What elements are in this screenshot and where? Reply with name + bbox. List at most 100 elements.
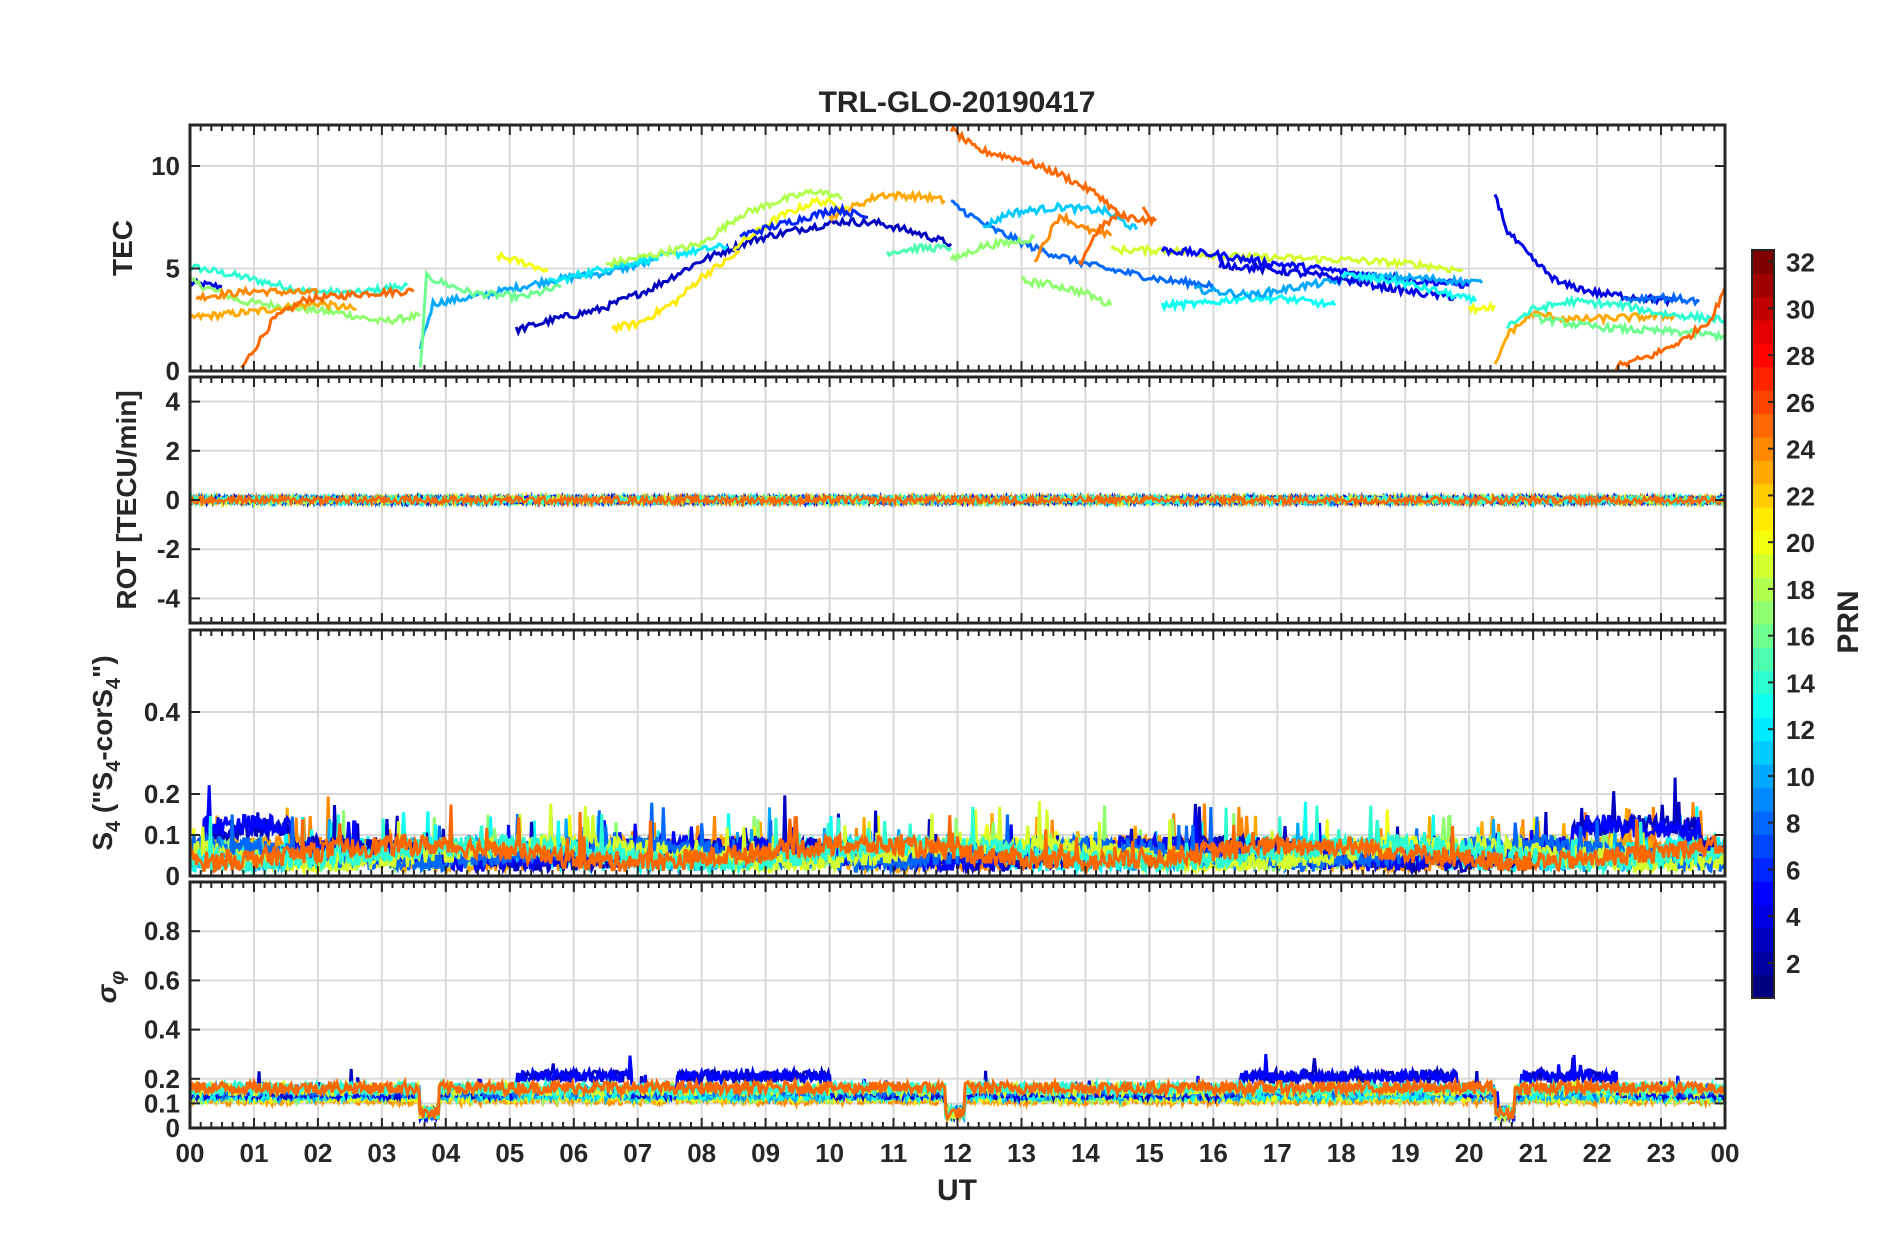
colorbar-tick-label: 20 bbox=[1786, 528, 1815, 558]
tec-series-prn-23 bbox=[1493, 310, 1676, 365]
chart-title: TRL-GLO-20190417 bbox=[819, 86, 1096, 119]
colorbar-tick-label: 22 bbox=[1786, 481, 1815, 511]
y-tick-label: -4 bbox=[157, 583, 181, 613]
y-tick-label: 0.1 bbox=[144, 1088, 180, 1118]
colorbar-tick-label: 6 bbox=[1786, 855, 1800, 885]
colorbar-tick-label: 8 bbox=[1786, 809, 1800, 839]
colorbar-segment bbox=[1752, 764, 1774, 789]
colorbar-tick-label: 30 bbox=[1786, 294, 1815, 324]
y-tick-label: 0.8 bbox=[144, 916, 180, 946]
tec-series-prn-16 bbox=[1532, 313, 1725, 343]
colorbar-segment bbox=[1752, 717, 1774, 742]
colorbar-tick-label: 12 bbox=[1786, 715, 1815, 745]
tec-series-prn-18 bbox=[605, 187, 844, 270]
s4-series-prn-14 bbox=[190, 805, 1725, 876]
colorbar-segment bbox=[1752, 296, 1774, 321]
s4-series-prn-25 bbox=[190, 804, 1725, 875]
panel-s4: 0 0.1 0.2 0.4 S4 ("S4-corS4") bbox=[87, 628, 1727, 891]
data-tec bbox=[190, 125, 1725, 371]
colorbar-segment bbox=[1752, 390, 1774, 415]
x-tick-label: 01 bbox=[239, 1138, 268, 1168]
x-tick-label: 18 bbox=[1327, 1138, 1356, 1168]
colorbar-frame bbox=[1751, 249, 1775, 999]
x-tick-label: 00 bbox=[176, 1138, 205, 1168]
x-ticks bbox=[189, 125, 1726, 371]
x-tick-label: 00 bbox=[1711, 1138, 1740, 1168]
colorbar-segment bbox=[1752, 927, 1774, 952]
y-tick-label: 0.4 bbox=[144, 1015, 181, 1045]
colorbar-segment bbox=[1752, 740, 1774, 765]
y-tick-label: 0.1 bbox=[144, 820, 180, 850]
x-tick-label: 03 bbox=[367, 1138, 396, 1168]
x-tick-label: 12 bbox=[943, 1138, 972, 1168]
y-tick-label: 5 bbox=[166, 254, 180, 284]
x-ticks bbox=[189, 630, 1726, 876]
x-tick-label: 20 bbox=[1455, 1138, 1484, 1168]
colorbar-tick-label: 2 bbox=[1786, 949, 1800, 979]
tec-series-prn-17 bbox=[1020, 275, 1113, 307]
colorbar-tick-label: 4 bbox=[1786, 902, 1801, 932]
tec-series-prn-8 bbox=[950, 199, 1215, 291]
colorbar-segment bbox=[1752, 507, 1774, 531]
tec-series-prn-11 bbox=[982, 201, 1138, 232]
tec-series-prn-25 bbox=[1077, 206, 1157, 267]
y-axis-label: S4 ("S4-corS4") bbox=[87, 655, 125, 850]
colorbar-segment bbox=[1752, 343, 1774, 368]
y-tick-label: 0.4 bbox=[144, 697, 181, 727]
tec-series-prn-23 bbox=[190, 299, 357, 323]
tec-series-prn-20 bbox=[1467, 300, 1497, 316]
tec-series-prn-14 bbox=[1506, 294, 1725, 330]
colorbar-label: PRN bbox=[1832, 590, 1865, 653]
x-tick-label: 05 bbox=[495, 1138, 524, 1168]
tec-series-prn-13 bbox=[1340, 270, 1477, 306]
x-tick-label: 13 bbox=[1007, 1138, 1036, 1168]
colorbar-segment bbox=[1752, 857, 1774, 882]
colorbar-segment bbox=[1752, 904, 1774, 929]
colorbar-tick-label: 14 bbox=[1786, 668, 1815, 698]
x-tick-label: 04 bbox=[431, 1138, 460, 1168]
colorbar-segment bbox=[1752, 483, 1774, 508]
tec-series-prn-16 bbox=[418, 269, 562, 368]
colorbar-segment bbox=[1752, 670, 1774, 695]
y-tick-label: 0 bbox=[166, 485, 180, 515]
y-axis-label: ROT [TECU/min] bbox=[111, 390, 142, 609]
data-sigma_phi bbox=[190, 1053, 1725, 1125]
colorbar-segment bbox=[1752, 530, 1774, 555]
y-tick-label: 4 bbox=[166, 387, 181, 417]
y-tick-label: 0.6 bbox=[144, 965, 180, 995]
x-ticks bbox=[189, 882, 1726, 1128]
x-tick-label: 14 bbox=[1071, 1138, 1100, 1168]
tec-series-prn-23 bbox=[828, 189, 946, 223]
x-tick-label: 19 bbox=[1391, 1138, 1420, 1168]
rot-series-prn-25 bbox=[190, 491, 1725, 509]
x-tick-label: 22 bbox=[1583, 1138, 1612, 1168]
colorbar-segment bbox=[1752, 811, 1774, 835]
x-tick-label: 16 bbox=[1199, 1138, 1228, 1168]
colorbar-tick-label: 26 bbox=[1786, 388, 1815, 418]
colorbar-segment bbox=[1752, 787, 1774, 812]
data-rot bbox=[190, 491, 1725, 509]
colorbar-segment bbox=[1752, 273, 1774, 298]
tec-series-prn-10 bbox=[418, 256, 658, 350]
y-tick-label: 2 bbox=[166, 436, 180, 466]
colorbar-segment bbox=[1752, 694, 1774, 718]
tec-series-prn-25 bbox=[240, 285, 415, 369]
x-tick-label: 07 bbox=[623, 1138, 652, 1168]
x-tick-label: 08 bbox=[687, 1138, 716, 1168]
tec-series-prn-25 bbox=[949, 125, 1125, 221]
x-axis-label: UT bbox=[937, 1174, 977, 1207]
colorbar-tick-label: 24 bbox=[1786, 435, 1815, 465]
tec-series-prn-6 bbox=[739, 202, 869, 238]
colorbar-tick-label: 28 bbox=[1786, 341, 1815, 371]
y-tick-label: -2 bbox=[157, 534, 180, 564]
data-s4 bbox=[190, 777, 1725, 876]
colorbar-tick-label: 18 bbox=[1786, 575, 1815, 605]
colorbar-segment bbox=[1752, 974, 1774, 999]
panel-sigma_phi: 00.10.2 0.4 0.6 0.8 σφ bbox=[91, 880, 1727, 1143]
colorbar-tick-label: 32 bbox=[1786, 248, 1815, 278]
colorbar-segment bbox=[1752, 250, 1774, 274]
tec-series-prn-8 bbox=[1622, 291, 1700, 307]
y-tick-label: 0.2 bbox=[144, 779, 180, 809]
x-tick-labels: 00 01 02 03 04 05 06 07 08 09 10 11 12 13 14 15 16 17 18 19… bbox=[176, 1138, 1740, 1168]
x-tick-label: 15 bbox=[1135, 1138, 1164, 1168]
